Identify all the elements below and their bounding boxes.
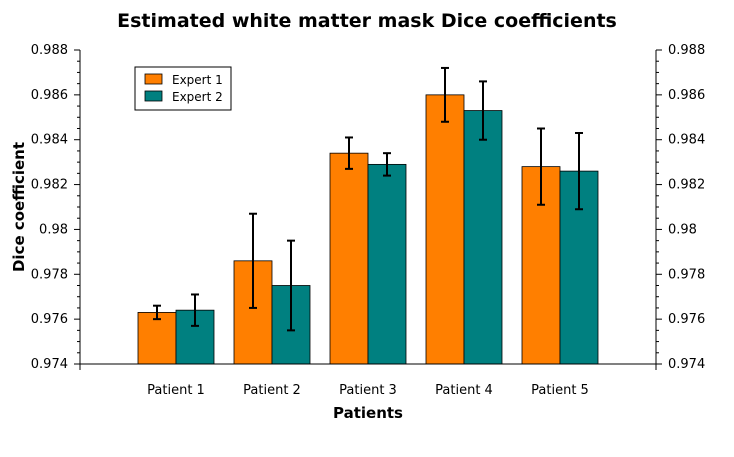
error-bar-expert-1-patient-4 [441, 66, 449, 123]
bar-expert-1-patient-4 [425, 94, 465, 365]
error-bar-expert-1-patient-3 [345, 136, 353, 170]
y-tick-label-left: 0.974 [31, 357, 68, 372]
bar-expert-1-patient-3 [329, 152, 369, 365]
y-tick-label-right: 0.974 [668, 357, 705, 372]
error-bar-expert-1-patient-2 [249, 212, 257, 309]
y-tick-label-left: 0.976 [31, 312, 68, 327]
error-bars-group [153, 66, 583, 332]
y-tick-label-right: 0.98 [668, 222, 697, 237]
y-tick-label-right: 0.984 [668, 133, 705, 148]
legend: Expert 1 Expert 2 [134, 66, 232, 111]
x-tick-label-patient-4: Patient 4 [435, 383, 493, 398]
y-ticks-group: 0.974 0.974 0.976 0.976 0.978 0.978 0.98 0.98 0.… [31, 43, 705, 372]
y-tick-label-right: 0.986 [668, 88, 705, 103]
x-tick-label-patient-5: Patient 5 [531, 383, 589, 398]
x-axis-label: Patients [333, 404, 403, 422]
x-tick-label-patient-2: Patient 2 [243, 383, 301, 398]
y-axis-label: Dice coefficient [10, 142, 28, 272]
y-tick-label-left: 0.978 [31, 267, 68, 282]
x-tick-label-patient-1: Patient 1 [147, 383, 205, 398]
y-tick-label-left: 0.986 [31, 88, 68, 103]
bar-expert-2-patient-3 [367, 163, 407, 365]
legend-label-expert-2: Expert 2 [172, 90, 223, 104]
chart-title: Estimated white matter mask Dice coeffic… [117, 10, 617, 32]
x-tick-label-patient-3: Patient 3 [339, 383, 397, 398]
error-bar-expert-1-patient-5 [537, 127, 545, 206]
x-ticks-group: Patient 1 Patient 2 Patient 3 Patient 4 Pati… [79, 364, 657, 398]
y-tick-label-left: 0.98 [39, 222, 68, 237]
y-tick-label-right: 0.988 [668, 43, 705, 58]
y-tick-label-left: 0.984 [31, 133, 68, 148]
error-bar-expert-2-patient-5 [575, 131, 583, 211]
y-tick-label-left: 0.988 [31, 43, 68, 58]
y-tick-label-right: 0.976 [668, 312, 705, 327]
y-tick-label-left: 0.982 [31, 178, 68, 193]
error-bar-expert-2-patient-2 [287, 239, 295, 332]
bar-expert-2-patient-4 [463, 110, 503, 365]
error-bar-expert-2-patient-3 [383, 152, 391, 177]
error-bar-expert-1-patient-1 [153, 304, 161, 321]
y-tick-label-right: 0.978 [668, 267, 705, 282]
error-bar-expert-2-patient-4 [479, 80, 487, 141]
legend-swatch-expert-2 [144, 90, 163, 102]
y-tick-label-right: 0.982 [668, 178, 705, 193]
legend-swatch-expert-1 [144, 73, 163, 85]
error-bar-expert-2-patient-1 [191, 293, 199, 327]
bars-group [137, 94, 599, 365]
legend-label-expert-1: Expert 1 [172, 73, 223, 87]
bar-expert-1-patient-1 [137, 312, 177, 365]
